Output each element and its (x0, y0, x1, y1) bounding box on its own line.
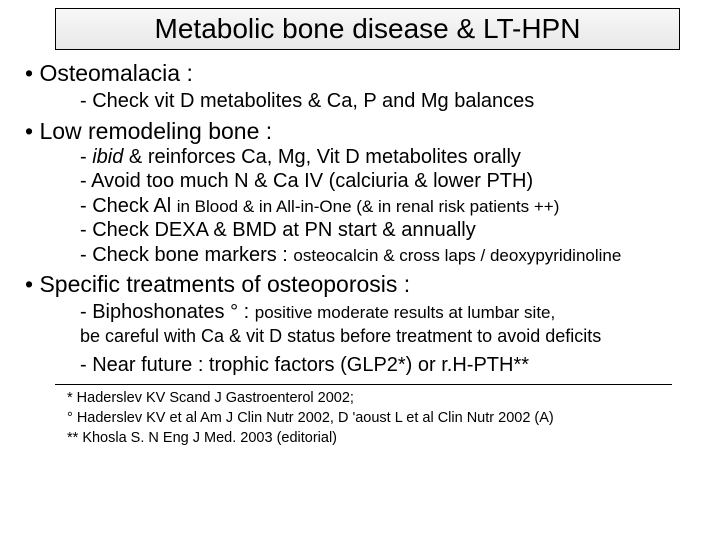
section-osteomalacia-heading: • Osteomalacia : (25, 60, 702, 87)
section-osteoporosis-heading: • Specific treatments of osteoporosis : (25, 271, 702, 298)
osteoporosis-item-2: - Near future : trophic factors (GLP2*) … (80, 353, 702, 378)
footnote-3: ** Khosla S. N Eng J Med. 2003 (editoria… (67, 429, 702, 449)
item1-prefix: - (80, 146, 92, 168)
slide-title: Metabolic bone disease & LT-HPN (64, 13, 671, 45)
remodeling-item-3: - Check Al in Blood & in All-in-One (& i… (80, 194, 702, 218)
remodeling-item-4: - Check DEXA & BMD at PN start & annuall… (80, 218, 702, 242)
osteomalacia-item-1: - Check vit D metabolites & Ca, P and Mg… (80, 89, 702, 114)
section-remodeling-heading: • Low remodeling bone : (25, 118, 702, 145)
item1-ibid: ibid (92, 146, 123, 168)
item5-b: osteocalcin & cross laps / deoxypyridino… (293, 246, 621, 265)
item3-b: in Blood & in All-in-One (& in renal ris… (177, 197, 560, 216)
item5-a: - Check bone markers : (80, 244, 293, 266)
title-box: Metabolic bone disease & LT-HPN (55, 8, 680, 50)
osteo1-a: - Biphoshonates ° : (80, 301, 255, 323)
remodeling-item-2: - Avoid too much N & Ca IV (calciuria & … (80, 169, 702, 193)
osteoporosis-item-1: - Biphoshonates ° : positive moderate re… (80, 300, 702, 325)
footnotes: * Haderslev KV Scand J Gastroenterol 200… (67, 389, 702, 448)
remodeling-item-5: - Check bone markers : osteocalcin & cro… (80, 243, 702, 267)
divider-line (55, 384, 672, 385)
item1-rest: & reinforces Ca, Mg, Vit D metabolites o… (123, 146, 521, 168)
footnote-1: * Haderslev KV Scand J Gastroenterol 200… (67, 389, 702, 409)
footnote-2: ° Haderslev KV et al Am J Clin Nutr 2002… (67, 409, 702, 429)
item3-a: - Check Al (80, 195, 177, 217)
remodeling-item-1: - ibid & reinforces Ca, Mg, Vit D metabo… (80, 145, 702, 169)
slide-content: • Osteomalacia : - Check vit D metabolit… (0, 50, 720, 448)
osteoporosis-item-1c: be careful with Ca & vit D status before… (80, 325, 702, 348)
osteo1-b: positive moderate results at lumbar site… (255, 303, 555, 322)
